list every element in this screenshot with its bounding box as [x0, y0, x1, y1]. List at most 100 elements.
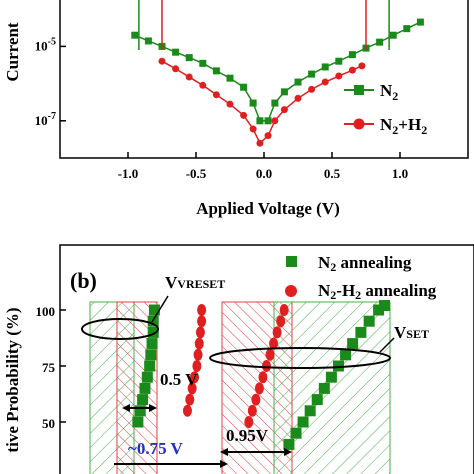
- iv-x-tick-label: 1.0: [392, 166, 408, 181]
- iv-point-n2h2: [212, 91, 220, 99]
- iv-point-n2h2: [199, 81, 207, 89]
- iv-point-n2h2: [185, 73, 193, 81]
- prob-point-n2-reset: [146, 338, 158, 350]
- prob-point-n2-set: [373, 304, 385, 316]
- gap-075-label: ~0.75 V: [128, 439, 184, 458]
- gap-reset-label: 0.5 V: [160, 370, 198, 389]
- iv-y-ticks: 10-7 10-5: [35, 36, 66, 128]
- prob-point-n2h2-set: [265, 348, 275, 361]
- iv-point-n2: [240, 83, 248, 91]
- prob-y-tick-label: 75: [42, 360, 56, 375]
- iv-point-n2: [335, 57, 343, 65]
- prob-point-n2-set: [297, 416, 309, 428]
- prob-y-tick-label: 50: [42, 416, 55, 431]
- prob-point-n2-reset: [148, 304, 160, 316]
- prob-series-group: [132, 300, 390, 450]
- iv-point-n2: [226, 74, 234, 82]
- prob-point-n2-reset: [145, 349, 157, 361]
- legend-label-n2: N2: [380, 81, 398, 103]
- iv-point-n2h2: [226, 100, 234, 108]
- probability-chart-panel: 50 75 100 (b) VVRESET VSET 0.5 V ~0.75 V 0…: [3, 244, 474, 474]
- iv-x-tick-label: -0.5: [186, 166, 207, 181]
- prob-point-n2h2-reset: [192, 360, 202, 372]
- iv-x-tick-label: -1.0: [118, 166, 139, 181]
- iv-series-group: [131, 0, 424, 147]
- iv-point-n2h2: [264, 132, 272, 140]
- prob-point-n2h2-reset: [193, 348, 203, 361]
- iv-point-n2: [308, 70, 316, 78]
- prob-point-n2-set: [363, 315, 375, 327]
- prob-point-n2-set: [379, 300, 390, 312]
- iv-point-n2h2: [348, 66, 356, 74]
- prob-point-n2h2-reset: [190, 371, 200, 384]
- legend-label-n2h2: N2+H2: [380, 115, 427, 137]
- iv-x-tick-label: 0.0: [256, 166, 272, 181]
- prob-point-n2h2-set: [247, 404, 257, 417]
- gap-set-arrowhead-left: [220, 448, 228, 456]
- iv-point-n2: [264, 117, 272, 125]
- iv-point-n2: [280, 88, 288, 96]
- iv-point-n2h2: [256, 139, 264, 147]
- prob-point-n2h2-set: [262, 360, 271, 372]
- set-ellipse: [209, 347, 391, 369]
- iv-point-n2h2: [271, 117, 279, 125]
- iv-point-n2: [185, 54, 193, 62]
- gap-095-label: 0.95V: [226, 426, 269, 445]
- prob-point-n2-set: [325, 371, 337, 383]
- legend-marker-n2h2-annealing: [285, 285, 297, 297]
- iv-point-n2: [271, 99, 279, 107]
- prob-point-n2-reset: [139, 382, 151, 394]
- iv-point-n2: [294, 78, 302, 86]
- iv-x-tick-label: 0.5: [324, 166, 341, 181]
- prob-point-n2-set: [332, 360, 344, 372]
- gap-reset-arrowhead-right: [149, 404, 157, 412]
- iv-point-n2h2: [308, 85, 316, 93]
- prob-point-n2h2-set: [258, 371, 268, 384]
- prob-point-n2h2-set: [251, 393, 261, 406]
- prob-legend: N2 annealing N2-H2 annealing: [285, 253, 437, 302]
- prob-point-n2h2-set: [272, 326, 282, 339]
- gap-075-arrowhead: [220, 460, 228, 468]
- iv-point-n2: [376, 38, 384, 46]
- iv-point-n2: [131, 31, 139, 39]
- iv-point-n2: [416, 18, 424, 26]
- prob-point-n2h2-set: [276, 315, 286, 328]
- iv-x-axis-title: Applied Voltage (V): [196, 199, 340, 218]
- legend-marker-n2: [354, 85, 364, 95]
- prob-y-axis-title: tive Probability (%): [3, 307, 22, 452]
- prob-point-n2h2-set: [244, 416, 254, 428]
- legend-marker-n2h2: [353, 118, 365, 130]
- iv-point-n2: [256, 117, 264, 125]
- prob-point-n2-reset: [147, 326, 159, 338]
- prob-point-n2h2-set: [269, 337, 279, 350]
- prob-point-n2-set: [283, 438, 295, 450]
- iv-point-n2h2: [249, 125, 257, 133]
- legend-marker-n2-annealing: [286, 256, 297, 267]
- prob-point-n2h2-reset: [197, 304, 207, 316]
- iv-y-axis-title: Current: [3, 22, 22, 82]
- iv-chart-panel: -1.0 -0.5 0.0 0.5 1.0 10-7 10-5 Applied Volta…: [3, 0, 469, 218]
- prob-point-n2-reset: [134, 405, 146, 417]
- prob-point-n2-reset: [141, 371, 153, 383]
- iv-point-n2h2: [358, 62, 366, 70]
- prob-y-tick-label: 100: [36, 304, 56, 319]
- prob-plot-frame: [59, 244, 474, 474]
- iv-point-n2h2: [321, 78, 329, 86]
- iv-legend: N2 N2+H2: [344, 81, 427, 137]
- prob-point-n2h2-reset: [194, 337, 204, 350]
- prob-point-n2-set: [340, 349, 352, 361]
- iv-plot-frame: [59, 0, 469, 159]
- iv-point-n2: [199, 59, 207, 67]
- iv-point-n2: [249, 99, 257, 107]
- iv-point-n2h2: [240, 111, 248, 119]
- prob-point-n2-reset: [137, 394, 149, 406]
- iv-series-line: [161, 60, 363, 145]
- prob-point-n2-set: [311, 394, 323, 406]
- iv-point-n2h2: [335, 72, 343, 80]
- prob-point-n2h2-set: [254, 382, 264, 395]
- prob-point-n2-set: [290, 427, 302, 439]
- iv-point-n2h2: [172, 65, 180, 73]
- prob-point-n2h2-reset: [195, 326, 205, 339]
- iv-point-n2: [172, 48, 180, 56]
